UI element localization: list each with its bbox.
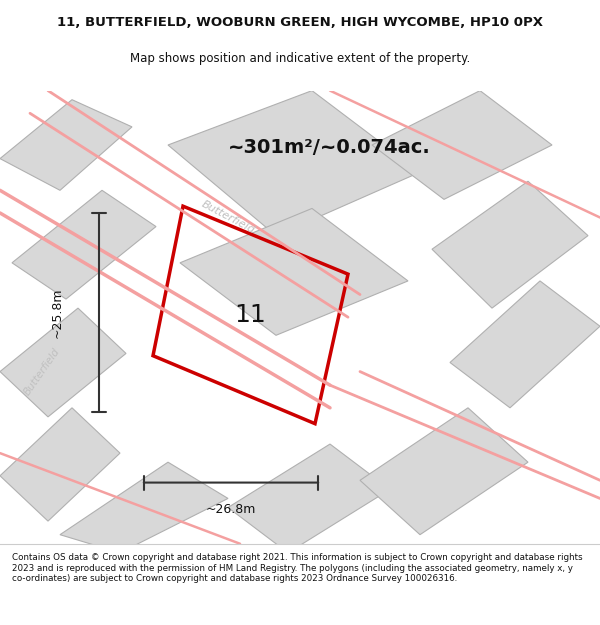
Text: ~301m²/~0.074ac.: ~301m²/~0.074ac. xyxy=(228,138,431,157)
Text: ~25.8m: ~25.8m xyxy=(50,288,64,338)
Text: Butterfield: Butterfield xyxy=(200,199,256,236)
Text: Map shows position and indicative extent of the property.: Map shows position and indicative extent… xyxy=(130,52,470,66)
Polygon shape xyxy=(168,91,420,236)
Text: ~26.8m: ~26.8m xyxy=(206,503,256,516)
Polygon shape xyxy=(360,408,528,534)
Polygon shape xyxy=(450,281,600,408)
Polygon shape xyxy=(0,408,120,521)
Polygon shape xyxy=(432,181,588,308)
Polygon shape xyxy=(0,99,132,190)
Polygon shape xyxy=(228,444,390,552)
Polygon shape xyxy=(0,308,126,417)
Polygon shape xyxy=(60,462,228,552)
Text: Contains OS data © Crown copyright and database right 2021. This information is : Contains OS data © Crown copyright and d… xyxy=(12,554,583,583)
Text: 11, BUTTERFIELD, WOOBURN GREEN, HIGH WYCOMBE, HP10 0PX: 11, BUTTERFIELD, WOOBURN GREEN, HIGH WYC… xyxy=(57,16,543,29)
Text: 11: 11 xyxy=(234,303,266,327)
Text: Butterfield: Butterfield xyxy=(22,346,62,397)
Polygon shape xyxy=(12,190,156,299)
Polygon shape xyxy=(372,91,552,199)
Polygon shape xyxy=(180,209,408,335)
